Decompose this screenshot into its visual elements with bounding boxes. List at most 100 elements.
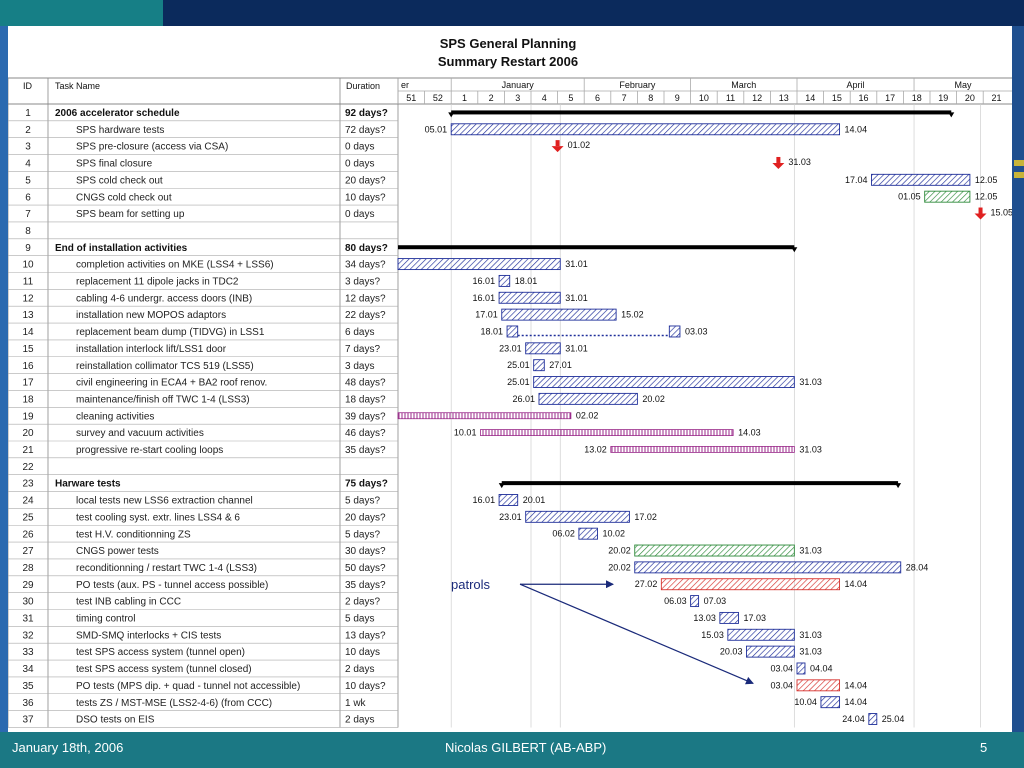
bar-start-label: 03.04: [770, 663, 793, 673]
task-id: 7: [25, 209, 31, 220]
summary-end-marker: [791, 247, 798, 253]
week-label: 13: [779, 93, 789, 103]
month-label: January: [502, 80, 535, 90]
task-bar: [480, 429, 734, 436]
footer-author: Nicolas GILBERT (AB-ABP): [445, 740, 607, 755]
task-bar: [578, 527, 598, 540]
month-label: April: [847, 80, 865, 90]
milestone-arrow-head: [551, 146, 564, 153]
deco-bar: [1014, 172, 1024, 178]
task-id: 21: [22, 445, 34, 456]
week-label: 10: [699, 93, 709, 103]
task-bar: [634, 544, 795, 557]
task-id: 35: [22, 681, 34, 692]
task-id: 25: [22, 512, 34, 523]
task-name: progressive re-start cooling loops: [76, 445, 223, 456]
task-bar: [538, 392, 638, 405]
task-name: 2006 accelerator schedule: [55, 108, 180, 119]
month-label: er: [401, 80, 409, 90]
task-bar: [660, 578, 841, 591]
task-duration: 1 wk: [345, 698, 367, 709]
task-name: timing control: [76, 614, 135, 625]
bar-end-label: 12.05: [975, 175, 998, 185]
bar-start-label: 06.02: [552, 529, 575, 539]
slide-content: SPS General Planning Summary Restart 200…: [7, 26, 1013, 732]
bar-end-label: 20.02: [642, 394, 665, 404]
bar-end-label: 25.04: [882, 714, 905, 724]
task-duration: 0 days: [345, 142, 374, 153]
month-label: February: [619, 80, 656, 90]
task-name: reinstallation collimator TCS 519 (LSS5): [76, 361, 254, 372]
week-label: 21: [991, 93, 1001, 103]
task-id: 14: [22, 327, 34, 338]
task-id: 24: [22, 496, 34, 507]
task-bar: [397, 412, 572, 420]
task-bar: [690, 595, 700, 608]
task-name: cabling 4-6 undergr. access doors (INB): [76, 293, 252, 304]
task-name: test cooling syst. extr. lines LSS4 & 6: [76, 512, 240, 523]
week-label: 12: [752, 93, 762, 103]
task-duration: 48 days?: [345, 378, 386, 389]
task-id: 17: [22, 378, 34, 389]
task-duration: 50 days?: [345, 563, 386, 574]
top-band-teal: [0, 0, 163, 26]
bar-end-label: 14.04: [845, 579, 868, 589]
bar-end-label: 14.04: [845, 680, 868, 690]
task-name: test SPS access system (tunnel open): [76, 647, 245, 658]
task-name: test INB cabling in CCC: [76, 597, 181, 608]
top-band-dark: [163, 0, 1024, 26]
bar-start-label: 16.01: [473, 293, 496, 303]
summary-bar: [501, 481, 899, 486]
bar-start-label: 17.01: [475, 310, 498, 320]
column-header-id: ID: [23, 81, 33, 91]
task-duration: 10 days?: [345, 192, 386, 203]
task-duration: 20 days?: [345, 175, 386, 186]
bar-end-label: 27.01: [549, 360, 572, 370]
week-label: 8: [648, 93, 653, 103]
bar-end-label: 14.03: [738, 428, 761, 438]
task-duration: 13 days?: [345, 630, 386, 641]
week-label: 17: [885, 93, 895, 103]
task-name: SMD-SMQ interlocks + CIS tests: [76, 630, 221, 641]
bar-end-label: 15.02: [621, 310, 644, 320]
task-name: Harware tests: [55, 479, 121, 490]
task-bar: [820, 696, 841, 709]
task-duration: 72 days?: [345, 125, 386, 136]
task-name: SPS pre-closure (access via CSA): [76, 142, 228, 153]
week-label: 14: [805, 93, 815, 103]
task-name: CNGS cold check out: [76, 192, 172, 203]
column-header-task-name: Task Name: [55, 81, 100, 91]
chart-title-line2: Summary Restart 2006: [438, 54, 578, 69]
bar-end-label: 17.03: [743, 613, 766, 623]
bar-end-label: 31.01: [565, 293, 588, 303]
task-id: 23: [22, 479, 34, 490]
annotation-arrow-row-35: [519, 583, 754, 685]
bar-end-label: 10.02: [603, 529, 626, 539]
task-duration: 22 days?: [345, 310, 386, 321]
bar-end-label: 17.02: [634, 512, 657, 522]
task-duration: 75 days?: [345, 479, 388, 490]
task-id: 31: [22, 614, 34, 625]
task-duration: 6 days: [345, 327, 374, 338]
bar-start-label: 25.01: [507, 360, 530, 370]
task-duration: 39 days?: [345, 411, 386, 422]
task-name: SPS hardware tests: [76, 125, 164, 136]
task-bar: [924, 190, 971, 203]
bar-start-label: 16.01: [473, 495, 496, 505]
task-bar: [525, 510, 630, 523]
week-label: 52: [433, 93, 443, 103]
chart-title-line1: SPS General Planning: [440, 36, 577, 51]
task-id: 29: [22, 580, 34, 591]
task-duration: 18 days?: [345, 394, 386, 405]
summary-start-marker: [498, 483, 505, 489]
deco-bar: [1014, 160, 1024, 166]
bar-start-label: 24.04: [842, 714, 865, 724]
task-bar: [727, 628, 795, 641]
milestone-arrow-stem: [776, 156, 781, 163]
bar-end-label: 14.04: [845, 124, 868, 134]
bar-end-label: 28.04: [906, 562, 929, 572]
bar-end-label: 31.03: [799, 377, 822, 387]
bar-start-label: 20.02: [608, 546, 631, 556]
week-label: 18: [912, 93, 922, 103]
milestone-arrow-stem: [978, 207, 983, 214]
